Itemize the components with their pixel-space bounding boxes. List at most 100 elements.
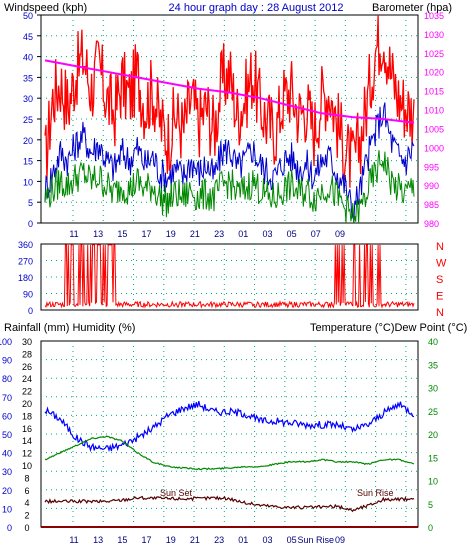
compass-label: W xyxy=(436,258,447,270)
baro-tick-label: 985 xyxy=(424,200,439,210)
temp-x-tick-label: 09 xyxy=(335,535,345,545)
dewpoint-line xyxy=(44,495,415,513)
rain-tick-label: 16 xyxy=(22,424,32,434)
wind-x-tick-label: 15 xyxy=(117,229,127,239)
humidity-tick-label: 20 xyxy=(2,486,12,496)
temp-dew-ylabel: Temperature (°C)Dew Point (°C) xyxy=(310,322,467,334)
compass-label: S xyxy=(436,274,443,286)
baro-tick-label: 1020 xyxy=(424,68,444,78)
temp-x-tick-label: 17 xyxy=(142,535,152,545)
rain-tick-label: 26 xyxy=(22,362,32,372)
temp-tick-label: 0 xyxy=(428,523,433,533)
wind-tick-label: 35 xyxy=(23,73,33,83)
baro-tick-label: 1035 xyxy=(424,11,444,21)
wind-tick-label: 20 xyxy=(23,136,33,146)
rain-tick-label: 14 xyxy=(22,436,32,446)
temp-tick-label: 5 xyxy=(428,500,433,510)
temp-tick-label: 15 xyxy=(428,453,438,463)
wind-tick-label: 30 xyxy=(23,94,33,104)
wind-x-tick-label: 21 xyxy=(190,229,200,239)
rain-tick-label: 8 xyxy=(24,473,29,483)
baro-tick-label: 995 xyxy=(424,162,439,172)
wind-direction-line xyxy=(44,244,415,309)
temp-x-tick-label: 23 xyxy=(214,535,224,545)
rain-tick-label: 10 xyxy=(22,461,32,471)
wind-x-tick-label: 07 xyxy=(311,229,321,239)
baro-tick-label: 1030 xyxy=(424,30,444,40)
humidity-tick-label: 100 xyxy=(0,337,12,347)
wind-x-tick-label: 11 xyxy=(69,229,78,239)
rain-humidity-ylabel: Rainfall (mm) Humidity (%) xyxy=(4,322,135,334)
rain-tick-label: 18 xyxy=(22,411,32,421)
sunset-label: Sun Set xyxy=(160,488,193,498)
wind-tick-label: 50 xyxy=(23,11,33,21)
wind-x-tick-label: 19 xyxy=(166,229,176,239)
baro-tick-label: 1005 xyxy=(424,124,444,134)
humidity-tick-label: 10 xyxy=(2,504,12,514)
rain-tick-label: 6 xyxy=(24,486,29,496)
humidity-tick-label: 70 xyxy=(2,393,12,403)
wind-tick-label: 40 xyxy=(23,53,33,63)
wind-ylabel: Windspeed (kph) xyxy=(4,2,87,14)
rain-tick-label: 22 xyxy=(22,387,32,397)
avg-wind-line xyxy=(44,102,415,224)
wind-panel: Windspeed (kph) 24 hour graph day : 28 A… xyxy=(4,2,452,239)
temp-tick-label: 30 xyxy=(428,384,438,394)
wind-tick-label: 5 xyxy=(28,198,33,208)
temp-tick-label: 20 xyxy=(428,430,438,440)
temperature-line xyxy=(44,435,415,471)
compass-label: N xyxy=(436,241,444,253)
graph-title: 24 hour graph day : 28 August 2012 xyxy=(169,2,344,14)
humidity-line xyxy=(44,400,415,453)
temp-tick-label: 10 xyxy=(428,477,438,487)
rain-tick-label: 24 xyxy=(22,374,32,384)
direction-tick-label: 0 xyxy=(28,306,33,316)
temp-x-tick-label: 21 xyxy=(190,535,200,545)
baro-tick-label: 990 xyxy=(424,181,439,191)
humidity-tick-label: 90 xyxy=(2,356,12,366)
humidity-tick-label: 80 xyxy=(2,374,12,384)
low-wind-line xyxy=(44,150,415,224)
rain-tick-label: 4 xyxy=(24,498,29,508)
wind-tick-label: 10 xyxy=(23,177,33,187)
temp-x-tick-label: 19 xyxy=(166,535,176,545)
wind-tick-label: 25 xyxy=(23,115,33,125)
wind-x-tick-label: 17 xyxy=(142,229,152,239)
temp-x-tick-label: 01 xyxy=(238,535,248,545)
temp-panel: Rainfall (mm) Humidity (%) Temperature (… xyxy=(0,322,467,545)
wind-x-tick-label: 23 xyxy=(214,229,224,239)
wind-x-tick-label: 09 xyxy=(335,229,345,239)
temp-x-tick-label: 13 xyxy=(93,535,103,545)
wind-x-tick-label: 01 xyxy=(238,229,248,239)
rain-tick-label: 20 xyxy=(22,399,32,409)
rain-tick-label: 0 xyxy=(24,523,29,533)
wind-x-tick-label: 13 xyxy=(93,229,103,239)
compass-label: N xyxy=(436,307,444,319)
humidity-tick-label: 0 xyxy=(7,523,12,533)
baro-tick-label: 1025 xyxy=(424,49,444,59)
humidity-tick-label: 40 xyxy=(2,449,12,459)
direction-tick-label: 90 xyxy=(23,290,33,300)
baro-tick-label: 980 xyxy=(424,219,439,229)
rain-tick-label: 30 xyxy=(22,337,32,347)
wind-x-tick-label: 03 xyxy=(262,229,272,239)
temp-x-tick-label: 05 xyxy=(287,535,297,545)
baro-tick-label: 1010 xyxy=(424,106,444,116)
baro-ylabel: Barometer (hpa) xyxy=(372,2,452,14)
wind-tick-label: 0 xyxy=(28,219,33,229)
rain-tick-label: 2 xyxy=(24,511,29,521)
baro-tick-label: 1015 xyxy=(424,87,444,97)
temp-tick-label: 25 xyxy=(428,407,438,417)
humidity-tick-label: 30 xyxy=(2,467,12,477)
direction-tick-label: 270 xyxy=(18,257,33,267)
compass-label: E xyxy=(436,291,443,303)
wind-tick-label: 45 xyxy=(23,32,33,42)
humidity-tick-label: 60 xyxy=(2,411,12,421)
temp-tick-label: 40 xyxy=(428,337,438,347)
wind-x-tick-label: 05 xyxy=(287,229,297,239)
barometer-line xyxy=(44,59,415,124)
temp-x-tick-label: 15 xyxy=(117,535,127,545)
rain-tick-label: 28 xyxy=(22,349,32,359)
